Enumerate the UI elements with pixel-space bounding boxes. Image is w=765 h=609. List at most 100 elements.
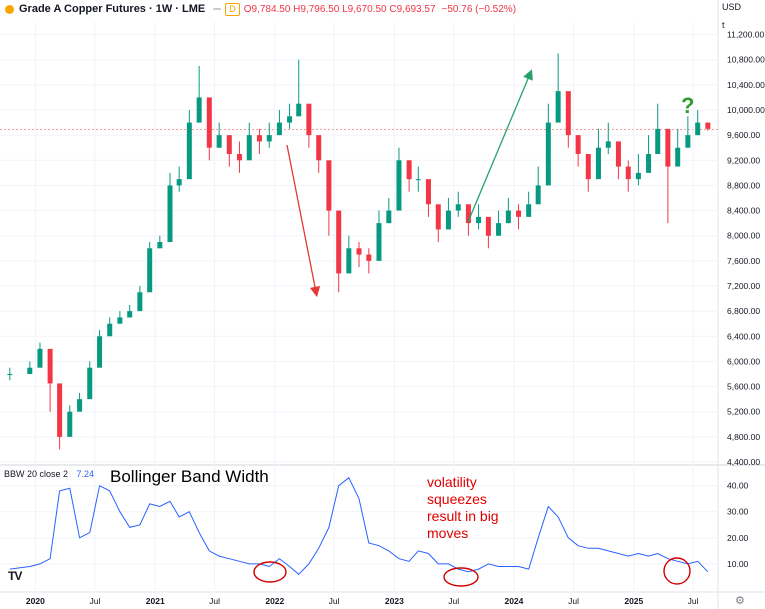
currency-selector[interactable]: USD xyxy=(722,2,742,12)
bbw-tick-label: 10.00 xyxy=(727,559,749,569)
bbw-tick-label: 20.00 xyxy=(727,533,749,543)
candle-body xyxy=(287,116,293,123)
time-axis[interactable]: 2020 Jul 2021 Jul 2022 Jul 2023 Jul 2024 Jul 2025 J… xyxy=(26,596,699,606)
price-tick-label: 9,600.00 xyxy=(727,130,760,140)
candle-body xyxy=(545,122,551,186)
candle-body xyxy=(595,147,601,180)
chart-header: Grade A Copper Futures · 1W · LME D O9,7… xyxy=(0,0,516,18)
price-tick-label: 10,000.00 xyxy=(727,105,765,115)
time-tick-label: Jul xyxy=(90,596,101,606)
candle-body xyxy=(526,204,532,217)
candle-body xyxy=(485,216,491,236)
candle-body xyxy=(276,122,282,136)
candle-body xyxy=(107,323,113,337)
candle-body xyxy=(366,254,372,261)
candle-body xyxy=(97,336,103,368)
indicator-header[interactable]: BBW 20 close 2 7.24 xyxy=(4,469,94,479)
symbol-title[interactable]: Grade A Copper Futures · 1W · LME xyxy=(19,3,206,15)
time-tick-label: 2023 xyxy=(385,596,404,606)
candle-body xyxy=(655,128,661,154)
price-axis[interactable]: 11,200.00 10,800.00 10,400.00 10,000.00 9,60… xyxy=(727,30,765,467)
price-tick-label: 7,200.00 xyxy=(727,281,760,291)
candle-body xyxy=(226,135,232,154)
candle-body xyxy=(685,135,691,148)
symbol-logo xyxy=(5,4,14,14)
price-tick-label: 9,200.00 xyxy=(727,155,760,165)
candle-body xyxy=(635,172,641,180)
candle-body xyxy=(256,135,262,142)
candle-body xyxy=(665,128,671,167)
candle-body xyxy=(585,154,591,180)
candle-body xyxy=(435,204,441,230)
bbw-line xyxy=(9,477,709,575)
scale-selector[interactable]: t xyxy=(722,20,725,30)
tradingview-logo[interactable]: TV xyxy=(8,569,22,583)
candle-body xyxy=(246,135,252,161)
candle-body xyxy=(346,248,352,274)
candle-body xyxy=(555,91,561,123)
time-tick-label: Jul xyxy=(568,596,579,606)
squeeze-line-3: result in big xyxy=(427,508,499,524)
squeeze-line-1: volatility xyxy=(427,474,477,490)
price-tick-label: 6,800.00 xyxy=(727,306,760,316)
ohlc-values: O9,784.50 H9,796.50 L9,670.50 C9,693.57 xyxy=(243,3,436,15)
candle-body xyxy=(396,160,402,211)
candle-body xyxy=(376,223,382,261)
price-tick-label: 5,600.00 xyxy=(727,382,760,392)
candle-body xyxy=(516,210,522,217)
time-tick-label: Jul xyxy=(688,596,699,606)
price-tick-label: 6,400.00 xyxy=(727,331,760,341)
candle-body xyxy=(425,179,431,205)
candle-body xyxy=(445,210,451,230)
bbw-tick-label: 30.00 xyxy=(727,507,749,517)
candle-body xyxy=(415,179,421,181)
down-arrow xyxy=(286,144,321,298)
candle-body xyxy=(695,122,701,136)
squeeze-line-2: squeezes xyxy=(427,491,487,507)
indicator-value: 7.24 xyxy=(76,469,95,479)
price-tick-label: 4,400.00 xyxy=(727,457,760,467)
candle-body xyxy=(565,91,571,136)
candle-body xyxy=(67,411,73,437)
price-tick-label: 6,000.00 xyxy=(727,356,760,366)
price-tick-label: 8,400.00 xyxy=(727,206,760,216)
time-tick-label: 2021 xyxy=(146,596,165,606)
squeeze-circle-2 xyxy=(443,567,479,587)
candle-body xyxy=(37,348,43,368)
delay-badge[interactable]: D xyxy=(225,2,240,16)
price-tick-label: 8,000.00 xyxy=(727,231,760,241)
candle-body xyxy=(77,399,83,412)
price-tick-label: 10,800.00 xyxy=(727,55,765,65)
change-readout: −50.76 (−0.52%) xyxy=(441,3,517,15)
indicator-label: BBW 20 close 2 xyxy=(4,469,69,479)
candle-body xyxy=(216,135,222,148)
price-tick-label: 11,200.00 xyxy=(727,30,764,40)
candle-body xyxy=(356,248,362,255)
candle-body xyxy=(705,122,711,129)
candle-body xyxy=(675,147,681,167)
candle-body xyxy=(615,141,621,167)
bbw-tick-label: 40.00 xyxy=(727,481,749,491)
candle-body xyxy=(167,185,173,242)
candle-body xyxy=(27,367,33,374)
candle-body xyxy=(137,292,143,312)
candle-body xyxy=(306,103,312,136)
ohlc-readout: O9,784.50 H9,796.50 L9,670.50 C9,693.57 xyxy=(244,4,436,15)
squeeze-circle-1 xyxy=(253,561,287,583)
candle-body xyxy=(57,383,63,437)
candle-body xyxy=(386,210,392,224)
gear-icon[interactable]: ⚙ xyxy=(735,595,745,607)
price-tick-label: 8,800.00 xyxy=(727,180,760,190)
price-tick-label: 10,400.00 xyxy=(727,80,765,90)
time-tick-label: 2020 xyxy=(26,596,45,606)
bbw-axis[interactable]: 40.00 30.00 20.00 10.00 xyxy=(727,481,749,569)
price-tick-label: 5,200.00 xyxy=(727,407,760,417)
candle-body xyxy=(406,160,412,180)
candle-body xyxy=(455,204,461,211)
annotations: ? xyxy=(253,69,694,587)
candle-body xyxy=(117,317,123,324)
eye-icon-badge[interactable] xyxy=(213,8,222,10)
time-tick-label: Jul xyxy=(329,596,340,606)
